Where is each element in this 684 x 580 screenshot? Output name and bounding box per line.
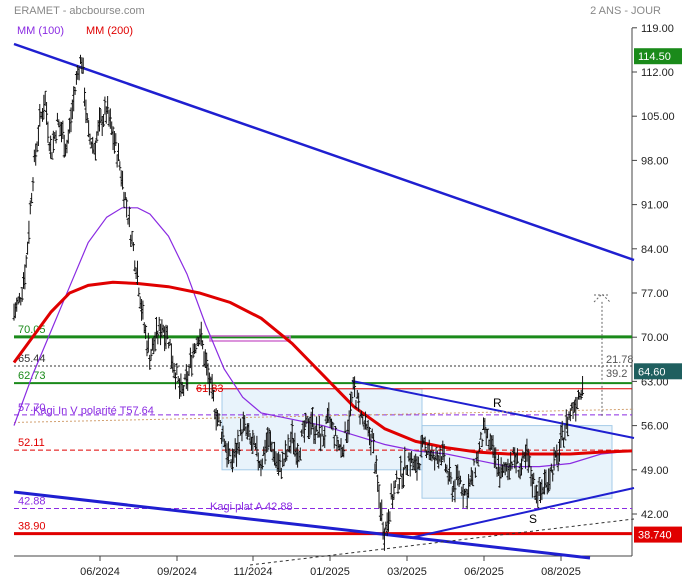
y-tick-label: 49.00 [641,465,669,477]
y-tick-label: 105.00 [641,111,675,123]
price-badge-bg [634,48,682,65]
price-badge-bg [634,363,682,380]
dotted-trend-line [13,408,635,423]
y-tick-label: 84.00 [641,244,669,256]
level-label: 42.88 [18,495,46,507]
y-tick-label: 63.00 [641,376,669,388]
x-tick-label: 06/2025 [464,566,504,578]
level-label: 38.90 [18,521,46,533]
projection-value-1: 21.78 [606,354,634,366]
y-tick-label: 70.00 [641,332,669,344]
y-tick-label: 91.00 [641,200,669,212]
price-badge-label: 64.60 [638,366,666,378]
price-badge-label: 114.50 [638,51,671,63]
level-label: 57.70 [18,402,46,414]
x-tick-label: 11/2024 [234,566,273,578]
y-tick-label: 112.00 [641,67,674,79]
x-tick-label: 06/2024 [80,566,120,578]
kagi-inv-label: Kagi In V polarité T57.64 [33,405,154,417]
period-label: 2 ANS - JOUR [590,5,661,17]
y-tick-label: 56.00 [641,421,669,433]
price-badge-label: 38.740 [638,530,672,542]
kagi-box [209,335,291,342]
y-tick-label: 42.00 [641,509,669,521]
support-label: S [529,512,537,526]
resistance-line-R [351,380,635,439]
moving-average-line [12,280,633,456]
legend-mm200: MM (200) [86,25,133,37]
x-tick-label: 09/2024 [157,566,197,578]
y-tick-label: 77.00 [641,288,669,300]
chart-marks: 119.00 112.00 105.00 98.00 91.00 84.00 77.00 70… [12,23,682,578]
support-line-S [409,487,635,539]
x-tick-label: 03/2025 [387,566,427,578]
downtrend-line-upper [13,42,635,262]
dashed-trend-line [249,518,635,566]
resistance-label: R [493,396,502,410]
y-tick-label: 98.00 [641,155,669,167]
projection-value-2: 39.2 [606,368,627,380]
downtrend-line-lower [13,490,591,560]
y-tick-label: 119.00 [641,23,674,35]
chart-title: ERAMET - abcbourse.com [14,5,145,17]
price-badge-bg [634,526,682,543]
x-tick-label: 08/2025 [541,566,581,578]
kagi-plat-label: Kagi plat A 42.88 [210,501,293,513]
level-label: 52.11 [18,437,45,449]
x-tick-label: 01/2025 [310,566,350,578]
legend-mm100: MM (100) [17,25,64,37]
